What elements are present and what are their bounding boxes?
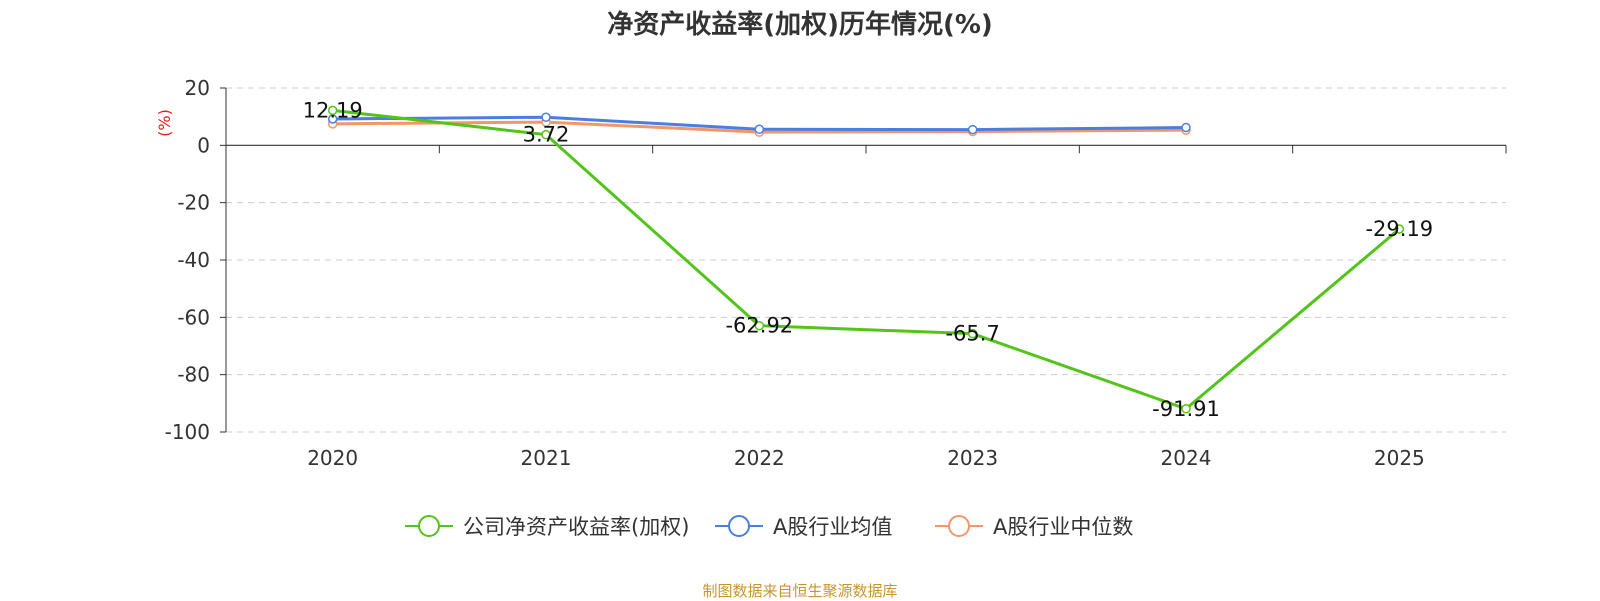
y-tick-label: -80	[177, 363, 210, 387]
x-tick-labels: 2020 2021 2022 2023 2024 2025	[307, 446, 1425, 470]
legend-label: A股行业均值	[773, 515, 892, 539]
data-point	[1394, 224, 1405, 234]
data-point	[967, 328, 978, 339]
data-label: -29.19	[1365, 217, 1433, 241]
source-note: 制图数据来自恒生聚源数据库	[702, 582, 898, 600]
y-tick-label: -20	[177, 191, 210, 215]
x-tick-label: 2020	[307, 446, 358, 470]
axes	[220, 87, 1507, 433]
legend-item: A股行业均值	[715, 515, 892, 539]
x-tick-label: 2024	[1161, 446, 1212, 470]
y-tick-label: 0	[197, 133, 210, 157]
grid-lines	[226, 87, 1506, 433]
legend-label: A股行业中位数	[993, 515, 1133, 539]
y-tick-labels: 20 0 -20 -40 -60 -80 -100	[165, 76, 210, 444]
y-tick-label: 20	[185, 76, 210, 100]
data-point	[754, 320, 765, 331]
data-point	[327, 105, 338, 116]
data-point	[754, 124, 765, 135]
x-tick-label: 2023	[947, 446, 998, 470]
x-tick-label: 2022	[734, 446, 785, 470]
x-tick-label: 2025	[1374, 446, 1425, 470]
x-tick-label: 2021	[521, 446, 572, 470]
legend-item: 公司净资产收益率(加权)	[405, 515, 689, 539]
data-label: 3.72	[523, 123, 570, 147]
series-lines	[327, 105, 1405, 414]
legend-marker	[418, 515, 440, 537]
chart-title: 净资产收益率(加权)历年情况(%)	[607, 10, 993, 40]
data-point	[541, 129, 551, 140]
series-line	[332, 108, 1401, 411]
data-point	[1181, 122, 1191, 133]
y-tick-label: -40	[177, 248, 210, 272]
legend-marker	[948, 515, 970, 537]
y-tick-label: -60	[177, 305, 210, 329]
y-axis-label: (%)	[155, 109, 174, 137]
legend-label: 公司净资产收益率(加权)	[463, 515, 689, 539]
legend: 公司净资产收益率(加权) A股行业均值 A股行业中位数	[405, 515, 1133, 539]
data-label: -65.7	[945, 322, 999, 346]
data-point	[1181, 404, 1191, 414]
data-label: 12.19	[303, 98, 363, 122]
legend-item: A股行业中位数	[935, 515, 1133, 539]
data-labels: 12.19 3.72 -62.92 -65.7 -91.91 -29.19	[303, 98, 1434, 420]
data-point	[967, 124, 978, 135]
data-point	[541, 112, 551, 122]
data-label: -91.91	[1152, 397, 1220, 421]
legend-marker	[728, 515, 750, 537]
y-tick-label: -100	[165, 420, 210, 444]
data-label: -62.92	[725, 314, 793, 338]
